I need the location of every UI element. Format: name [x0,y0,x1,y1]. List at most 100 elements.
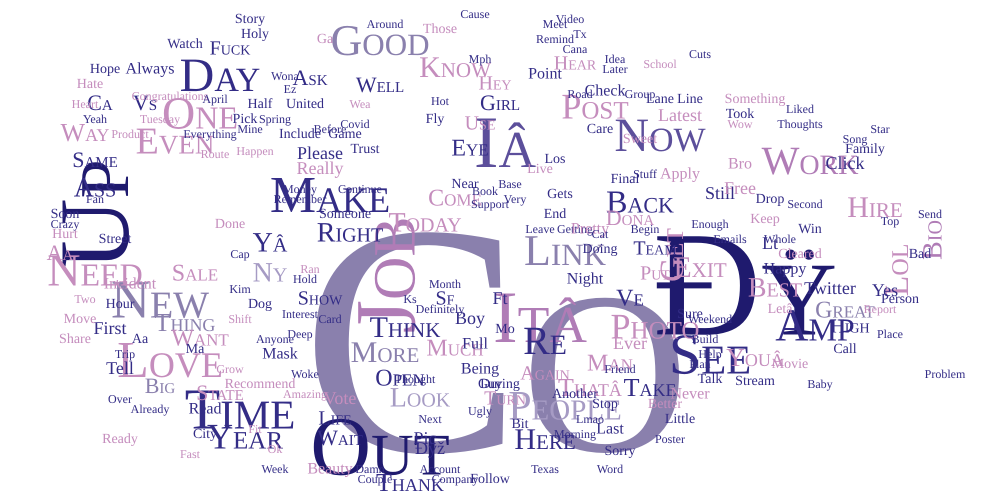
word-share: Share [59,332,91,347]
word-watch: Watch [167,37,202,52]
word-friend: Friend [604,362,635,376]
word-ever: Ever [613,333,647,353]
word-shift: Shift [228,312,252,326]
word-sale: Sale [172,261,218,287]
word-please: Please [297,143,343,163]
word-know: Know [419,51,491,84]
word-love: Love [117,332,223,389]
word-heart: Heart [72,97,99,111]
word-begin: Begin [631,222,660,236]
word-state: State [196,380,244,405]
word-stream: Stream [735,374,775,389]
word-already: Already [131,402,170,416]
word-you: Youâ [726,343,784,372]
word-top: Top [881,214,900,228]
word-report: Report [864,302,897,316]
word-eye: Eye [451,136,488,162]
word-pretty: Pretty [571,221,609,238]
word-bit: Bit [511,417,528,432]
word-ga: Ga [317,32,334,47]
word-hold: Hold [293,272,317,286]
word-girl: Girl [480,90,520,115]
word-big: Big [145,373,176,398]
word-sure: Sure [677,307,703,322]
word-free: Free [724,178,756,198]
word-sorry: Sorry [604,444,635,459]
word-vs: Vs [133,90,157,115]
word-come: Come [428,186,482,212]
word-look: Look [390,382,451,413]
word-fan: Fan [86,192,104,206]
word-get: Get [654,228,691,282]
word-twitter: Twitter [804,278,856,298]
word-month: Month [429,277,461,291]
word-use: Use [465,113,496,135]
word-people: People [508,384,622,430]
word-it: Itâ [493,277,587,359]
word-day: Day [180,49,261,102]
word-happen: Happen [236,144,273,158]
word-damn: Damn [355,462,384,476]
word-lmao: Lmao [576,412,604,426]
word-yeah: Yeah [83,112,107,126]
word-still: Still [705,183,735,203]
word-put: Put [640,263,670,285]
word-really: Really [297,158,344,178]
word-year: Year [207,416,283,456]
word-apply: Apply [660,166,700,183]
word-help: Help [698,347,721,361]
word-problem: Problem [925,367,966,381]
word-way: Way [61,118,110,147]
word-: Ðÿž [415,438,445,458]
word-better: Better [648,397,683,412]
word-good: Good [331,16,430,65]
word-photo: Photo [610,306,699,346]
word-over: Over [108,392,132,406]
word-near: Near [451,177,479,192]
word-cause: Cause [460,7,489,21]
word-ma: Ma [186,342,205,357]
word-link: Link [524,226,607,275]
word-done: Done [215,217,245,232]
word-click: Click [826,153,865,173]
word-y: Yâ [253,227,288,258]
word-turn: Turn [484,388,526,410]
word-game: Game [328,127,361,142]
word-show: Show [298,288,343,310]
word-move: Move [64,312,97,327]
word-today: Today [388,207,461,238]
word-ready: Ready [102,432,138,447]
word-everything: Everything [183,127,236,141]
word-dog: Dog [248,297,272,312]
word-being: Being [461,361,499,378]
word-mph: Mph [469,52,492,66]
word-someone: Someone [319,207,371,222]
word-los: Los [545,152,566,167]
word-build: Build [692,332,719,346]
word-weekend: Weekend [688,312,732,326]
word-guy: Guy [478,377,502,392]
word-post: Post [561,86,628,126]
word-support: Support [471,197,510,211]
word-co: Co [302,158,689,501]
word-street: Street [99,232,132,247]
word-re: Re [523,318,567,363]
word-drop: Drop [756,192,785,207]
word-cap: Cap [230,247,249,261]
word-second: Second [787,197,822,211]
word-let: Letâ [768,302,794,317]
word-deep: Deep [287,327,312,341]
word-hey: Hey [478,73,511,95]
word-fit: Fit [248,422,262,436]
word-talk: Talk [698,372,723,387]
word-continue: Continue [338,182,382,196]
word-whole: Whole [764,232,796,246]
word-base: Base [498,177,521,191]
word-much: Much [426,336,483,362]
word-thing: Thing [155,308,216,337]
word-plan: Plan [689,357,710,371]
word-two: Two [74,292,95,306]
word-around: Around [367,17,404,31]
word-mask: Mask [262,346,298,363]
